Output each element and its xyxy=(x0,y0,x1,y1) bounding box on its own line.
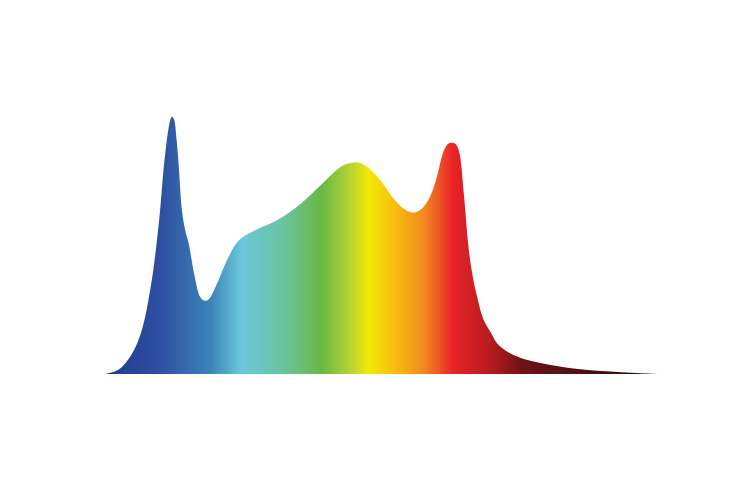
spectrum-area-spectrum xyxy=(106,116,660,375)
plot-area xyxy=(106,116,660,375)
